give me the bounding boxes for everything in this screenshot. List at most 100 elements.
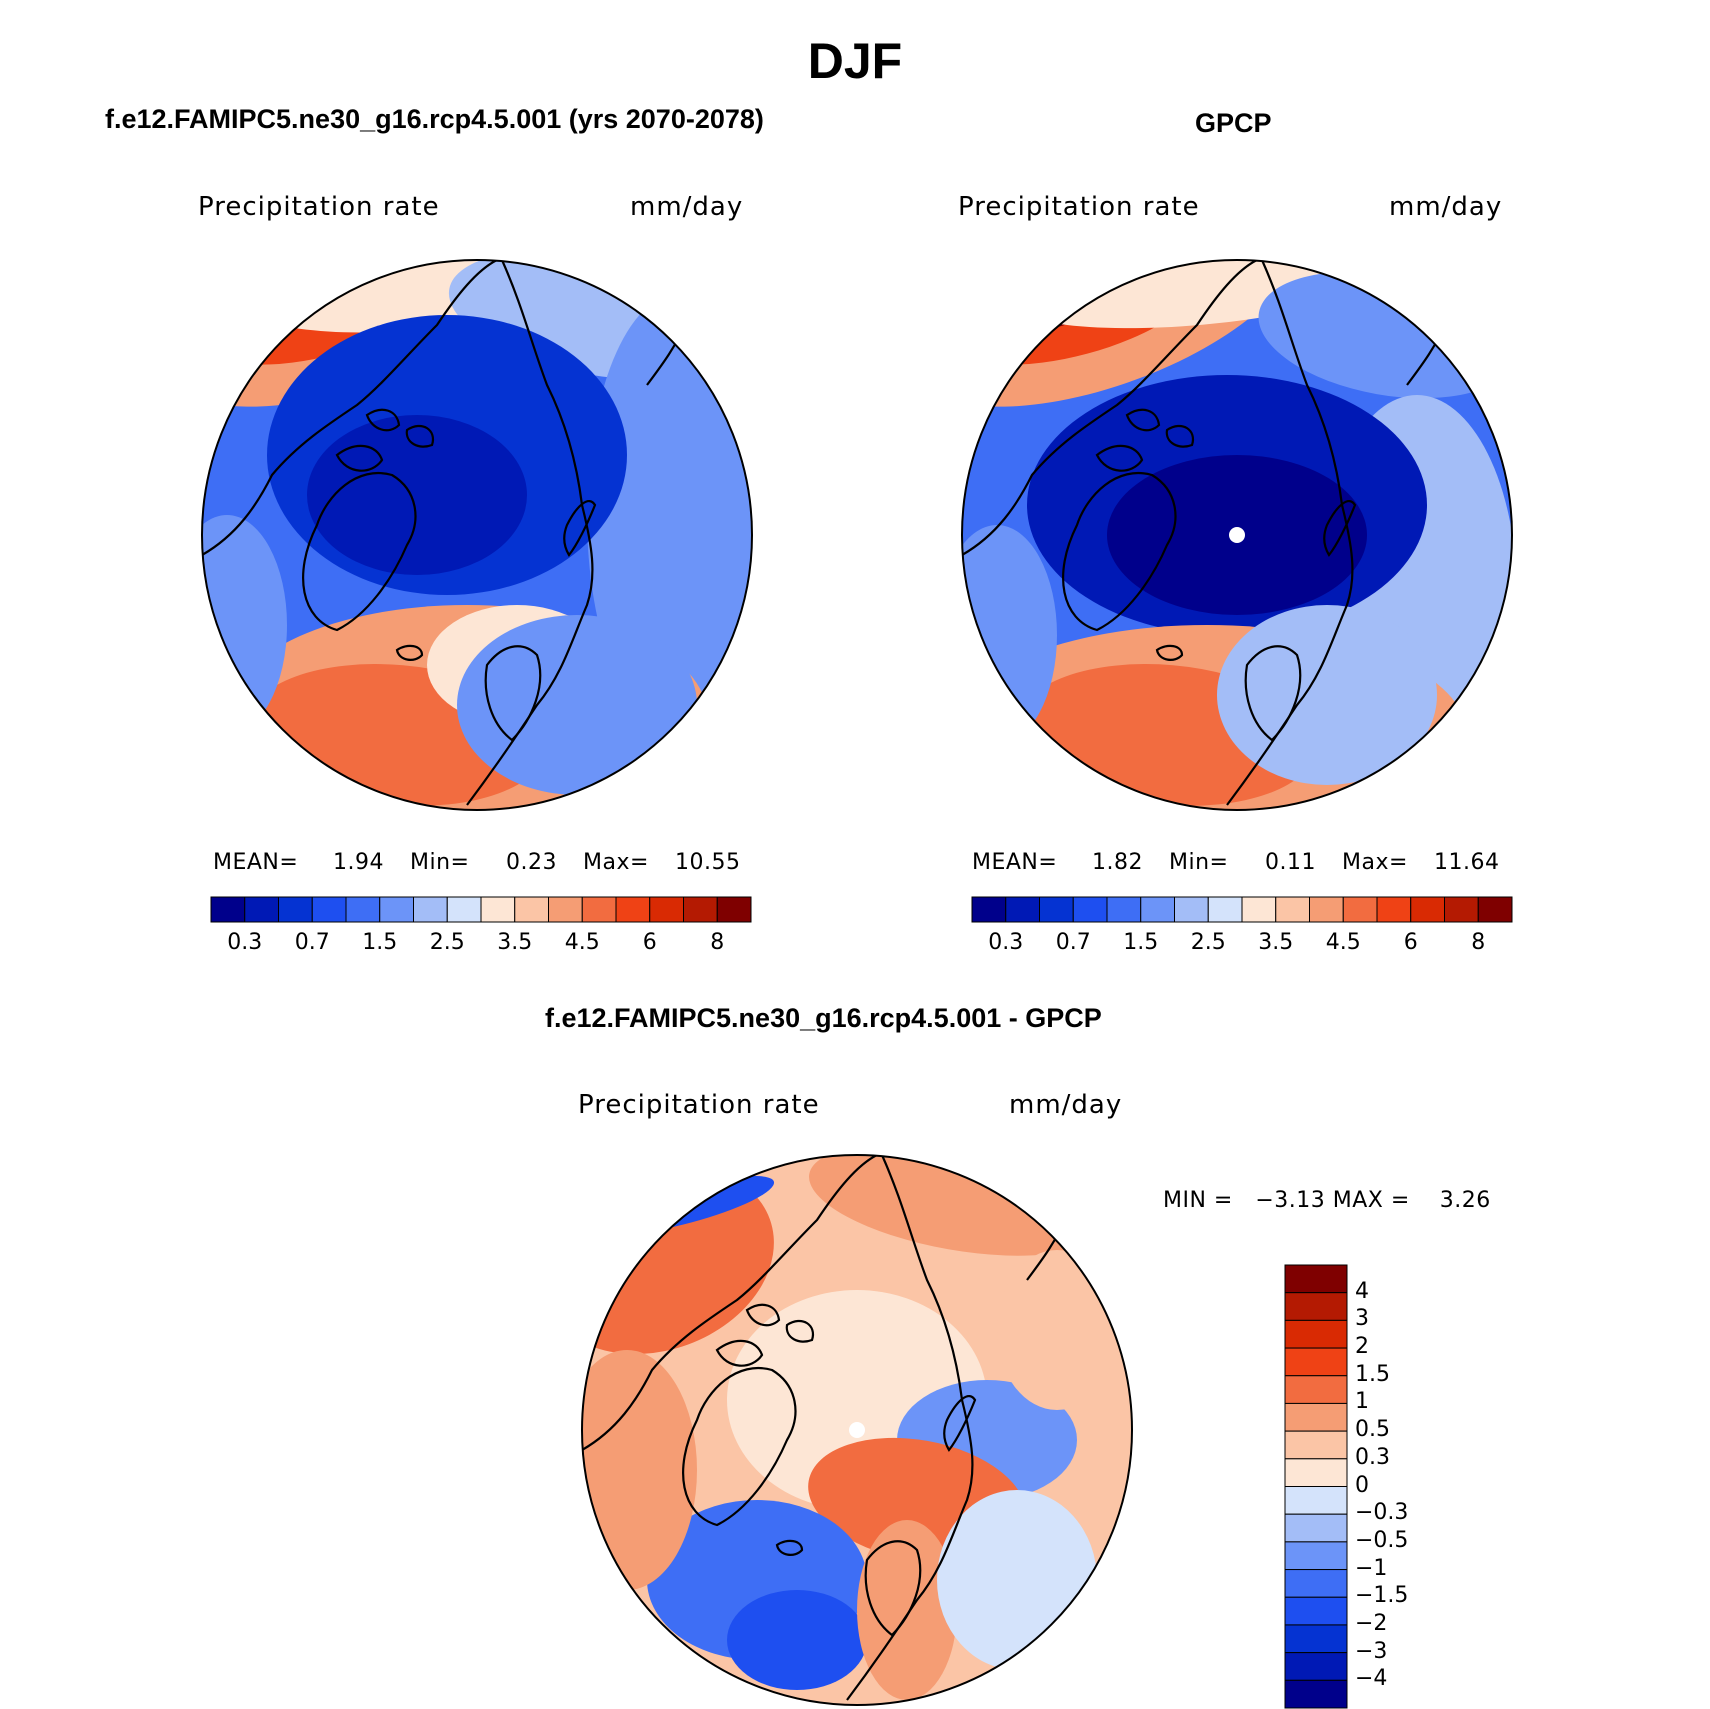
colorbar-box <box>278 896 313 923</box>
stats-min-label-obs: Min= <box>1169 850 1229 875</box>
colorbar-box <box>1174 896 1209 923</box>
map-border <box>961 259 1513 811</box>
coastline <box>582 1155 878 1451</box>
map-fill <box>582 1155 1132 1705</box>
colorbar-tick-label: 1.5 <box>1355 1361 1390 1387</box>
coastline <box>365 408 401 432</box>
colorbar-box <box>1284 1596 1348 1626</box>
colorbar-box <box>1284 1569 1348 1598</box>
field-contour <box>857 1520 957 1700</box>
colorbar-box <box>1284 1652 1348 1681</box>
colorbar-tick-label: 8 <box>710 930 725 955</box>
coastline <box>1165 424 1195 448</box>
figure-title: DJF <box>807 33 903 89</box>
stats-min-model: 0.23 <box>506 850 557 875</box>
stats-max-label-obs: Max= <box>1342 850 1408 875</box>
coastline <box>405 424 435 448</box>
colorbar-tick-label: 1 <box>1355 1389 1369 1415</box>
colorbar-tick-label: 6 <box>1403 930 1418 955</box>
colorbar-box <box>971 896 1007 923</box>
stats-mean-obs: 1.82 <box>1092 850 1143 875</box>
colorbar-box <box>1275 896 1310 923</box>
colorbar-box <box>1284 1458 1348 1487</box>
colorbar-tick-label: 0.5 <box>1355 1417 1390 1443</box>
coastline <box>563 500 597 557</box>
colorbar-box <box>1284 1375 1348 1404</box>
colorbar-box <box>581 896 617 923</box>
stats-max-obs: 11.64 <box>1434 850 1500 875</box>
coastline <box>302 472 417 632</box>
panel-title-obs: GPCP <box>1195 108 1272 138</box>
colorbar-tick-label: −1.5 <box>1355 1583 1409 1609</box>
coastline <box>943 1395 977 1452</box>
colorbar-box <box>1284 1292 1348 1321</box>
colorbar-tick-label: −3 <box>1355 1638 1388 1664</box>
stats-max-model: 10.55 <box>675 850 741 875</box>
colorbar-tick-label: 2.5 <box>429 930 465 955</box>
coastline <box>1155 644 1184 661</box>
colorbar-box <box>1284 1402 1348 1432</box>
colorbar-model <box>210 896 752 923</box>
panel-title-model: f.e12.FAMIPC5.ne30_g16.rcp4.5.001 (yrs 2… <box>105 104 764 134</box>
coastline <box>202 260 498 556</box>
colorbar-box <box>1284 1347 1348 1377</box>
map-obs <box>961 259 1513 811</box>
colorbar-box <box>1284 1319 1348 1349</box>
colorbar-box <box>548 896 583 923</box>
colorbar-box <box>1039 896 1074 923</box>
colorbar-tick-label: 0.7 <box>1055 930 1091 955</box>
coastline <box>1125 408 1161 432</box>
stats-mean-label-model: MEAN= <box>213 850 299 875</box>
colorbar-box <box>683 896 718 923</box>
field-contour <box>202 515 287 735</box>
colorbar-box <box>210 896 246 923</box>
colorbar-box <box>345 896 381 923</box>
coastline <box>715 1339 764 1367</box>
stats-min-obs: 0.11 <box>1265 850 1316 875</box>
colorbar-box <box>413 896 448 923</box>
colorbar-box <box>1072 896 1108 923</box>
colorbar-tick-label: −0.5 <box>1355 1527 1409 1553</box>
colorbar-box <box>1106 896 1142 923</box>
coastline <box>395 644 424 661</box>
coastline <box>1062 472 1177 632</box>
map-fill <box>962 260 1512 810</box>
stats-diff: MIN = −3.13 MAX = 3.26 <box>1163 1188 1491 1213</box>
colorbar-box <box>480 896 516 923</box>
colorbar-box <box>1284 1430 1348 1460</box>
colorbar-tick-label: 0.3 <box>988 930 1024 955</box>
colorbar-box <box>1005 896 1040 923</box>
map-border <box>201 259 753 811</box>
colorbar-tick-label: −2 <box>1355 1610 1388 1636</box>
coastline <box>335 444 384 472</box>
colorbar-tick-label: 3.5 <box>1258 930 1294 955</box>
coastline <box>745 1303 781 1327</box>
colorbar-tick-label: 0.7 <box>294 930 330 955</box>
variable-label-model: Precipitation rate <box>198 192 440 222</box>
field-contour <box>582 1350 697 1590</box>
colorbar-box <box>649 896 684 923</box>
panel-title-diff: f.e12.FAMIPC5.ne30_g16.rcp4.5.001 - GPCP <box>545 1003 1102 1033</box>
colorbar-tick-label: 0.3 <box>227 930 263 955</box>
map-model <box>201 259 753 811</box>
colorbar-box <box>1284 1624 1348 1654</box>
colorbar-box <box>615 896 651 923</box>
colorbar-tick-label: 4.5 <box>1325 930 1361 955</box>
coastline <box>1323 500 1357 557</box>
colorbar-box <box>1140 896 1175 923</box>
colorbar-box <box>1410 896 1445 923</box>
units-label-obs: mm/day <box>1389 192 1503 222</box>
colorbar-box <box>1241 896 1277 923</box>
colorbar-box <box>1309 896 1344 923</box>
units-label-model: mm/day <box>630 192 744 222</box>
colorbar-box <box>1342 896 1378 923</box>
variable-label-obs: Precipitation rate <box>958 192 1200 222</box>
variable-label-diff: Precipitation rate <box>578 1090 820 1120</box>
colorbar-diff <box>1284 1264 1348 1709</box>
coastline <box>682 1367 797 1527</box>
field-contour <box>1217 605 1437 785</box>
colorbar-box <box>1444 896 1479 923</box>
colorbar-tick-label: 3 <box>1355 1306 1369 1332</box>
colorbar-tick-label: −1 <box>1355 1555 1388 1581</box>
colorbar-tick-label: −4 <box>1355 1666 1388 1692</box>
